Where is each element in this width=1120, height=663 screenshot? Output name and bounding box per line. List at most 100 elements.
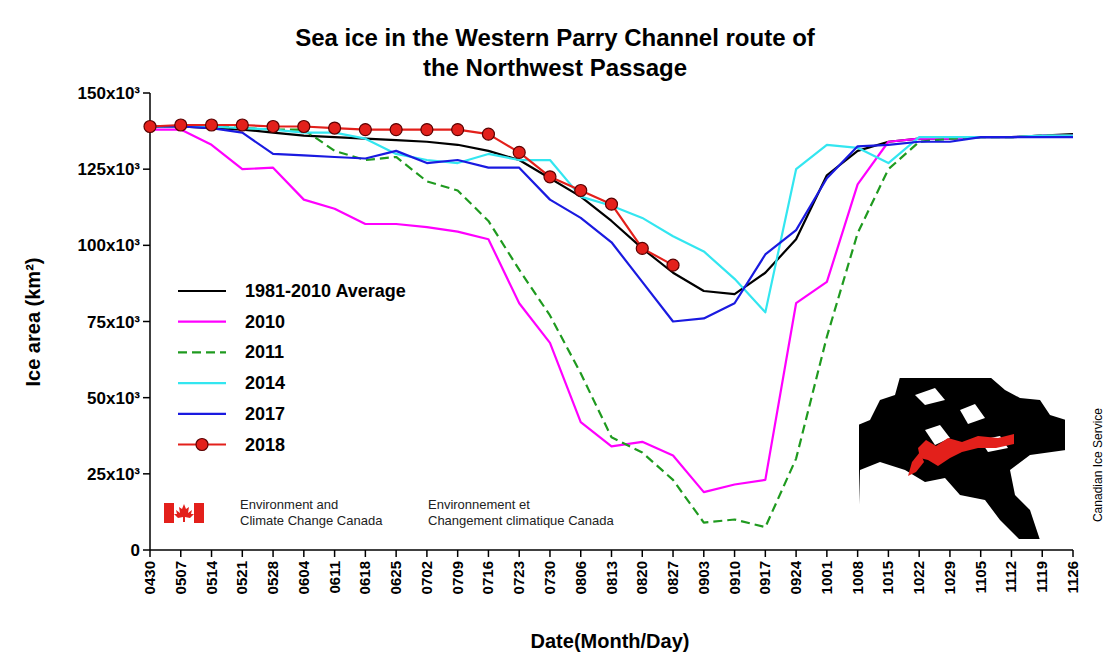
x-tick-label: 0618 <box>356 561 373 594</box>
x-tick <box>580 550 582 557</box>
x-tick-label: 1001 <box>818 561 835 594</box>
legend-label: 2017 <box>245 404 285 424</box>
x-tick-label: 0716 <box>479 561 496 594</box>
x-tick <box>795 550 797 557</box>
marker <box>482 128 494 140</box>
title: Sea ice in the Western Parry Channel rou… <box>295 24 816 81</box>
x-tick-label: 0604 <box>295 560 312 594</box>
x-tick <box>272 550 274 557</box>
x-tick <box>457 550 459 557</box>
x-tick-label: 0910 <box>726 561 743 594</box>
map-inset <box>858 377 1066 540</box>
x-tick <box>334 550 336 557</box>
x-tick-label: 1126 <box>1064 561 1081 594</box>
legend-swatch <box>178 382 226 384</box>
x-tick <box>211 550 213 557</box>
marker <box>667 259 679 271</box>
series-line <box>150 127 1073 322</box>
x-tick <box>518 550 520 557</box>
marker <box>636 242 648 254</box>
legend-label: 2014 <box>245 373 285 393</box>
marker <box>606 198 618 210</box>
x-tick-label: 1105 <box>972 561 989 594</box>
marker <box>544 171 556 183</box>
x-tick <box>980 550 982 557</box>
x-tick-label: 0625 <box>387 561 404 594</box>
x-tick <box>765 550 767 557</box>
x-tick <box>734 550 736 557</box>
y-tick-label: 150x10³ <box>78 84 141 103</box>
x-tick <box>549 550 551 557</box>
x-tick <box>888 550 890 557</box>
map-route <box>918 434 1014 466</box>
x-tick-label: 0528 <box>264 561 281 594</box>
legend-label: 2010 <box>245 312 285 332</box>
marker <box>421 124 433 136</box>
x-tick <box>488 550 490 557</box>
x-tick <box>672 550 674 557</box>
annotation: Environment andClimate Change Canada <box>240 497 383 528</box>
legend-swatch <box>178 321 226 323</box>
x-tick <box>1011 550 1013 557</box>
x-tick <box>149 550 151 557</box>
legend-label: 1981-2010 Average <box>245 281 406 301</box>
marker <box>329 122 341 134</box>
x-axis-title: Date(Month/Day) <box>531 630 690 652</box>
x-tick-label: 0430 <box>141 561 158 594</box>
x-tick-label: 0723 <box>510 561 527 594</box>
x-tick-label: 0514 <box>203 560 220 594</box>
y-tick <box>143 549 150 551</box>
x-tick <box>426 550 428 557</box>
x-tick-label: 1112 <box>1002 561 1019 593</box>
y-tick <box>143 321 150 323</box>
marker <box>206 119 218 131</box>
x-tick-label: 0820 <box>633 561 650 594</box>
map-water <box>858 462 1020 540</box>
y-tick <box>143 473 150 475</box>
x-tick-label: 1119 <box>1033 561 1050 593</box>
x-tick-label: 0827 <box>664 561 681 594</box>
x-tick-label: 0521 <box>233 561 250 594</box>
marker <box>236 119 248 131</box>
x-tick-label: 0917 <box>756 561 773 594</box>
y-tick-label: 75x10³ <box>87 313 140 332</box>
map-water <box>858 377 900 425</box>
x-tick-label: 0730 <box>541 561 558 594</box>
annotation: Environnement etChangement climatique Ca… <box>428 497 614 528</box>
legend-label: 2018 <box>245 435 285 455</box>
x-tick-label: 1029 <box>941 561 958 594</box>
series-line <box>150 127 1073 295</box>
marker <box>267 121 279 133</box>
map-land <box>858 377 1066 540</box>
x-tick-label: 0806 <box>572 561 589 594</box>
series-line <box>150 125 673 265</box>
x-tick <box>242 550 244 557</box>
x-tick-label: 1015 <box>879 561 896 594</box>
flag-bar <box>194 503 204 523</box>
legend-swatch <box>178 413 226 415</box>
legend-swatch <box>178 351 226 353</box>
marker <box>452 124 464 136</box>
marker <box>575 184 587 196</box>
map-route <box>908 452 924 476</box>
x-tick <box>949 550 951 557</box>
marker <box>175 119 187 131</box>
legend-swatch <box>178 290 226 292</box>
x-tick-label: 0709 <box>449 561 466 594</box>
x-tick <box>703 550 705 557</box>
legend-marker <box>196 439 208 451</box>
x-tick <box>303 550 305 557</box>
marker <box>359 124 371 136</box>
map-water <box>990 377 1066 420</box>
x-tick-label: 1022 <box>910 561 927 594</box>
x-tick-label: 0813 <box>603 561 620 594</box>
maple-leaf <box>174 504 194 522</box>
x-tick-label: 0611 <box>326 561 343 594</box>
x-tick-label: 0903 <box>695 561 712 594</box>
x-tick <box>611 550 613 557</box>
x-tick <box>365 550 367 557</box>
chart: Sea ice in the Western Parry Channel rou… <box>0 0 1120 663</box>
marker <box>298 121 310 133</box>
y-tick <box>143 397 150 399</box>
y-tick-label: 50x10³ <box>87 389 140 408</box>
